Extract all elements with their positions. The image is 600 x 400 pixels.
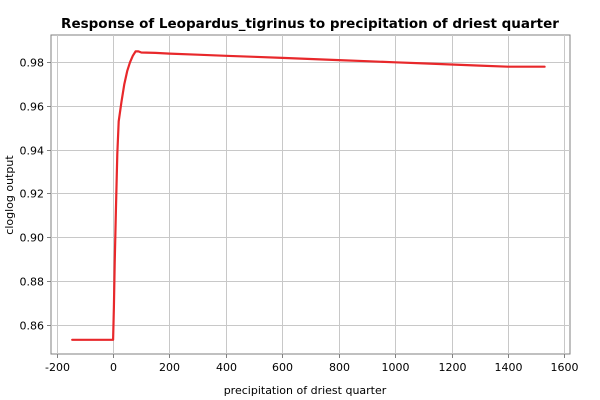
x-tick-label: 600 bbox=[272, 361, 293, 374]
x-tick-label: -200 bbox=[45, 361, 70, 374]
x-tick-label: 400 bbox=[216, 361, 237, 374]
series-layer bbox=[71, 50, 546, 341]
x-tick-label: 800 bbox=[329, 361, 350, 374]
x-axis-label: precipitation of driest quarter bbox=[224, 384, 387, 397]
x-axis-ticks: -200 0 200 400 600 800 1000 1200 1400 1600 bbox=[45, 354, 579, 374]
y-tick-label: 0.90 bbox=[20, 232, 45, 245]
y-tick-label: 0.96 bbox=[20, 101, 45, 114]
y-tick-label: 0.98 bbox=[20, 57, 45, 70]
y-axis-label: cloglog output bbox=[3, 155, 16, 235]
x-tick-label: 1000 bbox=[382, 361, 410, 374]
x-tick-label: 1600 bbox=[551, 361, 579, 374]
x-tick-label: 1400 bbox=[495, 361, 523, 374]
y-tick-label: 0.94 bbox=[20, 145, 45, 158]
response-curve-line bbox=[71, 50, 546, 341]
y-tick-label: 0.86 bbox=[20, 320, 45, 333]
y-tick-label: 0.88 bbox=[20, 276, 45, 289]
x-tick-label: 1200 bbox=[439, 361, 467, 374]
y-tick-label: 0.92 bbox=[20, 188, 45, 201]
y-gridlines bbox=[51, 62, 570, 326]
chart-title: Response of Leopardus_tigrinus to precip… bbox=[61, 16, 559, 32]
x-gridlines bbox=[57, 35, 565, 354]
y-axis-ticks: 0.86 0.88 0.90 0.92 0.94 0.96 0.98 bbox=[20, 57, 51, 333]
x-tick-label: 200 bbox=[159, 361, 180, 374]
plot-area bbox=[50, 34, 571, 355]
x-tick-label: 0 bbox=[110, 361, 117, 374]
